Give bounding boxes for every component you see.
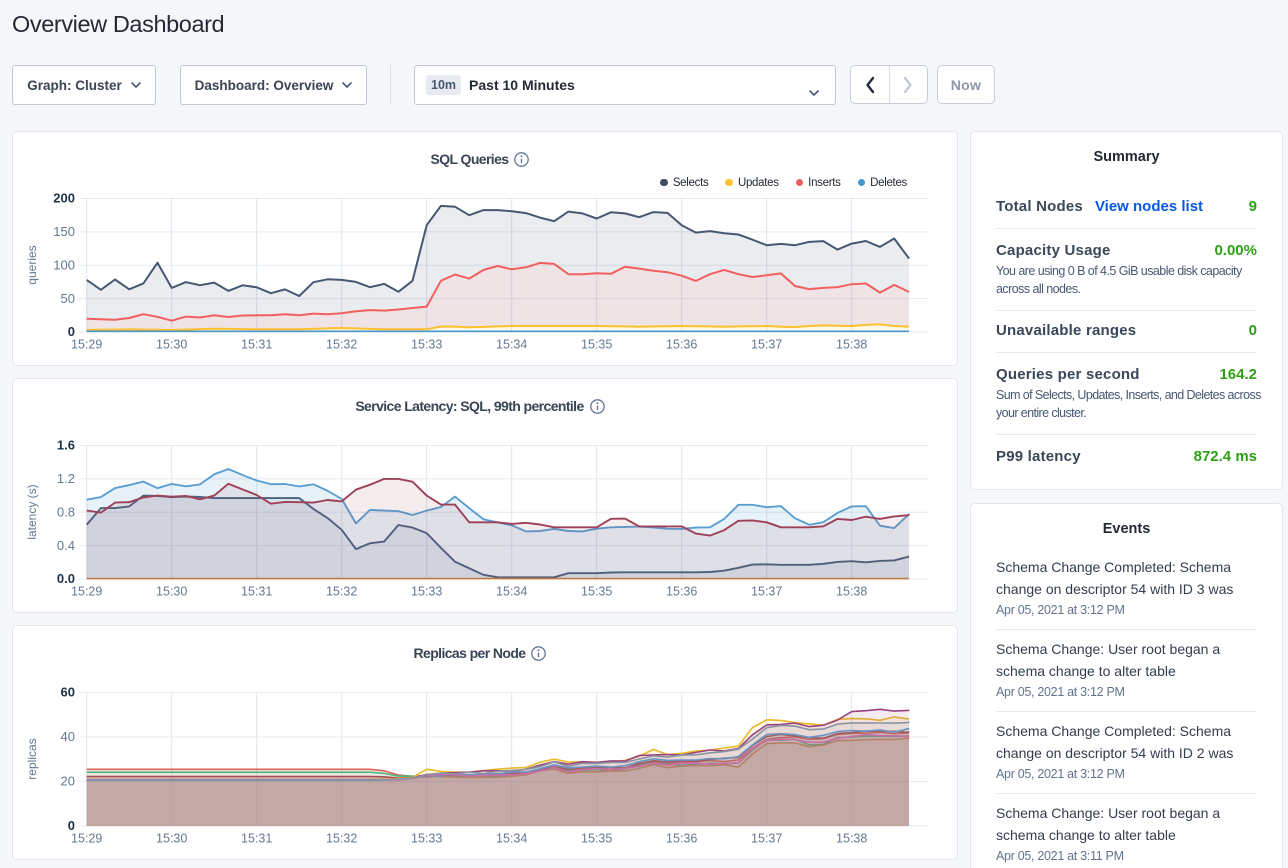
svg-text:15:35: 15:35 — [581, 585, 612, 599]
svg-text:20: 20 — [61, 774, 75, 789]
svg-text:15:30: 15:30 — [156, 338, 187, 352]
svg-text:15:30: 15:30 — [156, 832, 187, 846]
svg-text:0.8: 0.8 — [57, 504, 75, 519]
svg-text:200: 200 — [53, 191, 75, 206]
svg-text:15:33: 15:33 — [411, 338, 442, 352]
svg-text:15:30: 15:30 — [156, 585, 187, 599]
svg-text:1.6: 1.6 — [57, 438, 75, 453]
svg-text:15:29: 15:29 — [71, 832, 102, 846]
svg-text:15:34: 15:34 — [496, 338, 527, 352]
svg-text:15:37: 15:37 — [751, 832, 782, 846]
svg-text:15:32: 15:32 — [326, 832, 357, 846]
svg-text:15:38: 15:38 — [836, 338, 867, 352]
svg-text:15:33: 15:33 — [411, 832, 442, 846]
svg-text:15:35: 15:35 — [581, 338, 612, 352]
svg-text:1.2: 1.2 — [57, 471, 75, 486]
svg-text:100: 100 — [53, 257, 75, 272]
svg-text:15:31: 15:31 — [241, 585, 272, 599]
svg-text:150: 150 — [53, 224, 75, 239]
svg-text:15:35: 15:35 — [581, 832, 612, 846]
svg-text:queries: queries — [25, 245, 39, 284]
svg-text:replicas: replicas — [25, 738, 39, 779]
svg-text:0: 0 — [68, 324, 75, 339]
svg-text:15:32: 15:32 — [326, 338, 357, 352]
svg-text:15:36: 15:36 — [666, 338, 697, 352]
svg-text:15:36: 15:36 — [666, 585, 697, 599]
svg-text:15:29: 15:29 — [71, 585, 102, 599]
svg-text:15:34: 15:34 — [496, 585, 527, 599]
svg-text:15:37: 15:37 — [751, 338, 782, 352]
svg-text:15:37: 15:37 — [751, 585, 782, 599]
svg-text:50: 50 — [61, 291, 75, 306]
svg-text:40: 40 — [61, 729, 75, 744]
svg-text:15:29: 15:29 — [71, 338, 102, 352]
svg-text:15:31: 15:31 — [241, 832, 272, 846]
svg-text:0: 0 — [68, 818, 75, 833]
svg-text:15:34: 15:34 — [496, 832, 527, 846]
svg-text:15:33: 15:33 — [411, 585, 442, 599]
svg-text:60: 60 — [61, 685, 75, 700]
svg-text:15:38: 15:38 — [836, 585, 867, 599]
svg-text:15:31: 15:31 — [241, 338, 272, 352]
svg-text:15:36: 15:36 — [666, 832, 697, 846]
svg-text:0.4: 0.4 — [57, 538, 75, 553]
svg-text:15:32: 15:32 — [326, 585, 357, 599]
svg-text:latency (s): latency (s) — [25, 484, 39, 539]
svg-text:15:38: 15:38 — [836, 832, 867, 846]
svg-text:0.0: 0.0 — [57, 571, 75, 586]
